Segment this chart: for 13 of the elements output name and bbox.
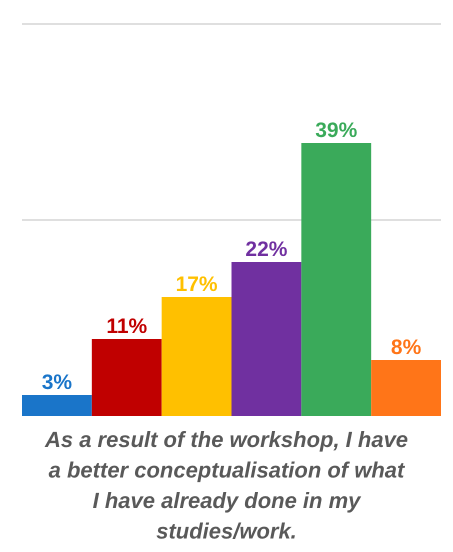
bar bbox=[232, 262, 302, 416]
bar bbox=[92, 339, 162, 416]
bar bbox=[22, 395, 92, 416]
text: As a result of the workshop, I have a better conceptualisation of what I have already done in my studies/work. bbox=[44, 427, 408, 544]
data-label: 17% bbox=[176, 273, 218, 296]
bar bbox=[162, 297, 232, 416]
data-label: 11% bbox=[106, 315, 148, 338]
data-label: 8% bbox=[390, 336, 422, 359]
data-label: 39% bbox=[315, 119, 358, 142]
bar bbox=[301, 143, 372, 416]
data-label: 3% bbox=[42, 371, 72, 394]
data-label: 22% bbox=[245, 238, 288, 261]
bar bbox=[371, 360, 441, 416]
